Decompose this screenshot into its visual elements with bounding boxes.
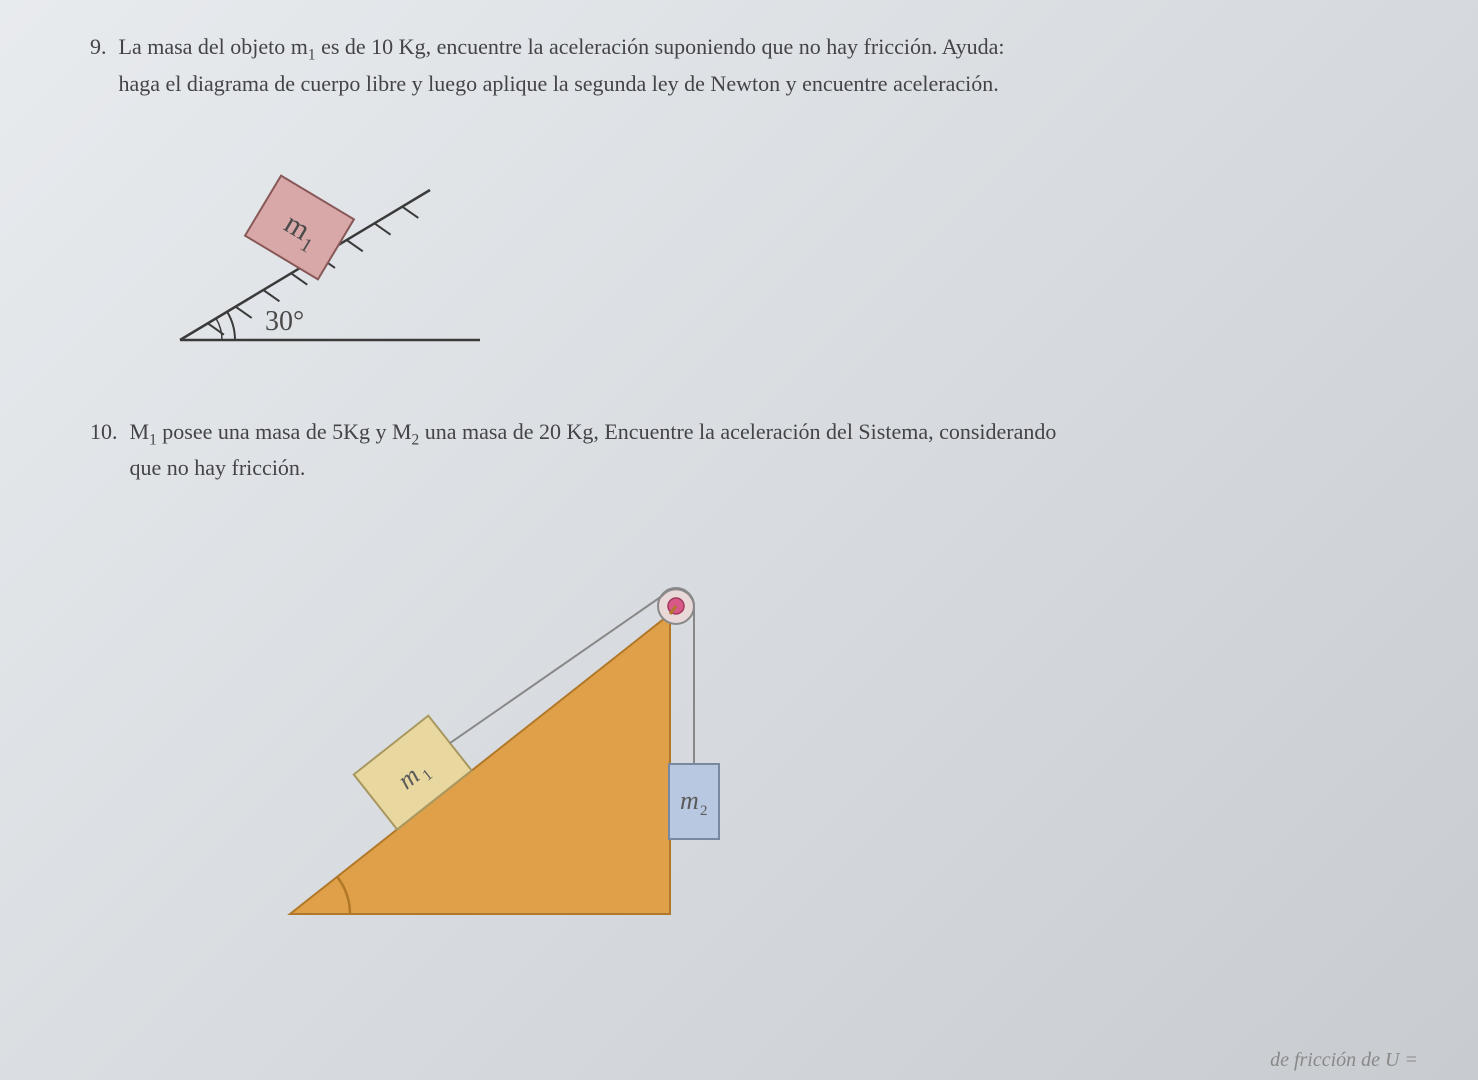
- problem-9-text-2: haga el diagrama de cuerpo libre y luego…: [119, 71, 999, 96]
- problem-10-text-1: M: [130, 419, 150, 444]
- svg-text:30°: 30°: [265, 306, 304, 337]
- inclined-plane-diagram: 30°m1: [150, 150, 510, 370]
- problem-10-text-2: posee una masa de 5Kg y M: [157, 419, 412, 444]
- problem-9: 9. La masa del objeto m1 es de 10 Kg, en…: [90, 30, 1388, 375]
- problem-9-number: 9.: [90, 30, 107, 63]
- svg-text:2: 2: [700, 803, 708, 819]
- problem-10-text: 10. M1 posee una masa de 5Kg y M2 una ma…: [90, 415, 1388, 485]
- pulley-incline-diagram: m1m2: [270, 554, 830, 934]
- svg-text:m: m: [680, 786, 699, 815]
- problem-10-body: M1 posee una masa de 5Kg y M2 una masa d…: [130, 415, 1389, 485]
- problem-9-diagram: 30°m1: [150, 150, 1388, 375]
- problem-10-number: 10.: [90, 415, 118, 448]
- problem-10-text-line2: que no hay fricción.: [130, 455, 306, 480]
- problem-9-text: 9. La masa del objeto m1 es de 10 Kg, en…: [90, 30, 1388, 100]
- problem-10-diagram: m1m2: [270, 554, 1388, 939]
- problem-10: 10. M1 posee una masa de 5Kg y M2 una ma…: [90, 415, 1388, 940]
- problem-9-sub1: 1: [308, 46, 316, 63]
- problem-10-sub1: 1: [149, 431, 157, 448]
- problem-10-text-3: una masa de 20 Kg, Encuentre la acelerac…: [419, 419, 1056, 444]
- problem-9-text-1b: es de 10 Kg, encuentre la aceleración su…: [316, 34, 1005, 59]
- problem-9-text-1a: La masa del objeto m: [119, 34, 308, 59]
- problem-9-body: La masa del objeto m1 es de 10 Kg, encue…: [119, 30, 1389, 100]
- footer-fragment: de fricción de U =: [1270, 1049, 1418, 1072]
